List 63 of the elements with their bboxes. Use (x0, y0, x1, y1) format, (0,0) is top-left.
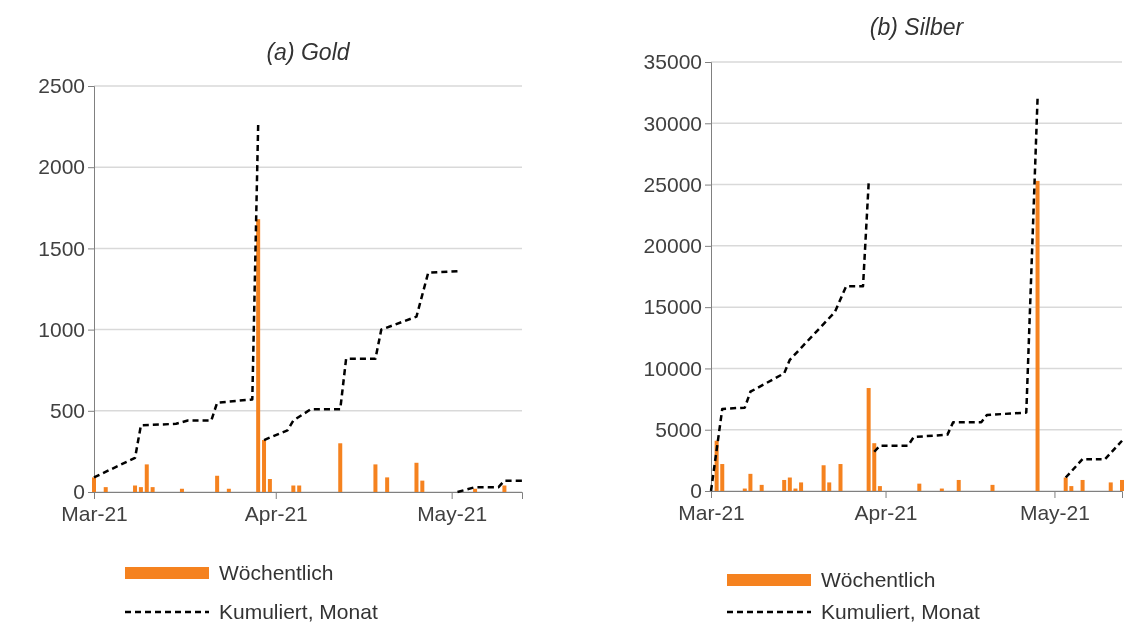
bar (256, 219, 261, 492)
line-series (92, 123, 260, 479)
bar (138, 487, 143, 492)
x-tick-label: May-21 (1019, 500, 1090, 524)
bar (267, 479, 272, 492)
bar (226, 488, 231, 492)
x-tick-label: Apr-21 (854, 500, 918, 524)
line-series (709, 182, 870, 493)
bar (420, 480, 425, 492)
bar (473, 488, 478, 492)
bar (144, 464, 149, 492)
bar (502, 485, 507, 492)
y-tick-label: 30000 (643, 111, 702, 135)
bar (782, 479, 787, 491)
y-tick-label: 5000 (655, 417, 702, 441)
bar (103, 487, 108, 492)
chart-title: (a) Gold (266, 39, 351, 65)
bar (1035, 180, 1040, 491)
y-tick-label: 0 (73, 480, 85, 504)
bar (262, 440, 267, 492)
bar (338, 443, 343, 492)
y-tick-label: 25000 (643, 172, 702, 196)
bar (799, 482, 804, 491)
bar (877, 486, 882, 491)
y-tick-label: 0 (690, 479, 702, 503)
legend-label: Wöchentlich (219, 561, 334, 585)
bar (297, 485, 302, 492)
bar (291, 485, 296, 492)
y-tick-label: 35000 (643, 50, 702, 74)
legend-label: Wöchentlich (821, 568, 936, 592)
bar (1120, 479, 1124, 491)
bar (92, 477, 96, 492)
legend-label: Kumuliert, Monat (821, 600, 980, 624)
bar (373, 464, 378, 492)
bar (956, 479, 961, 491)
bar (385, 477, 390, 492)
bar (917, 483, 922, 491)
legend-label: Kumuliert, Monat (219, 600, 378, 624)
x-tick-label: May-21 (417, 501, 488, 525)
y-tick-label: 20000 (643, 234, 702, 258)
bar (838, 464, 843, 491)
x-tick-label: Mar-21 (61, 501, 128, 525)
y-tick-label: 500 (49, 399, 85, 423)
y-tick-label: 2500 (38, 74, 85, 98)
bar (1108, 482, 1113, 491)
bar (133, 485, 138, 492)
y-tick-label: 2000 (38, 155, 85, 179)
bar (990, 484, 995, 491)
line-series (873, 97, 1039, 454)
y-tick-label: 10000 (643, 356, 702, 380)
y-tick-label: 15000 (643, 295, 702, 319)
bar (759, 484, 764, 491)
y-tick-label: 1500 (38, 236, 85, 260)
line-series (262, 269, 459, 442)
y-tick-label: 1000 (38, 317, 85, 341)
x-tick-label: Apr-21 (244, 501, 308, 525)
x-tick-label: Mar-21 (678, 500, 745, 524)
bar (215, 475, 220, 492)
bar (1080, 479, 1085, 491)
bar (414, 462, 419, 492)
chart-title: (b) Silber (869, 14, 965, 40)
bar (179, 488, 184, 492)
bar (150, 487, 155, 492)
